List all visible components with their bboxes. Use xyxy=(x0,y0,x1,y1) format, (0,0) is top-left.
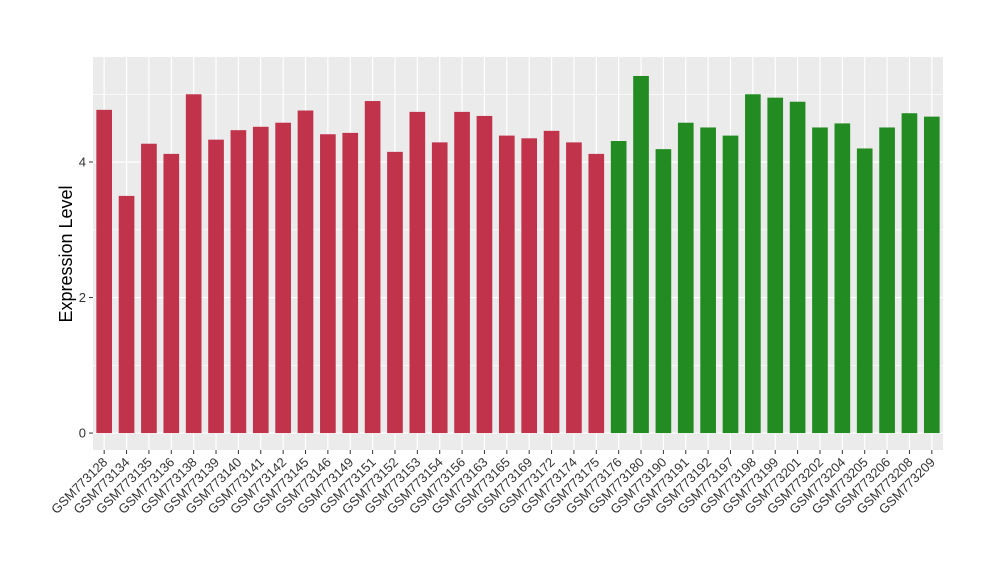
bar-GSM773197 xyxy=(722,135,739,434)
x-axis: GSM773128GSM773134GSM773135GSM773136GSM7… xyxy=(48,450,938,517)
bar-GSM773169 xyxy=(521,138,538,434)
y-tick-label: 2 xyxy=(79,290,86,305)
bar-GSM773152 xyxy=(387,151,403,434)
y-axis-title: Expression Level xyxy=(56,185,76,322)
bar-GSM773134 xyxy=(118,195,135,434)
bar-GSM773141 xyxy=(252,126,269,434)
bar-GSM773135 xyxy=(141,143,157,434)
bar-GSM773198 xyxy=(745,94,761,434)
bar-GSM773191 xyxy=(677,122,694,434)
bar-GSM773154 xyxy=(431,142,448,434)
bar-GSM773163 xyxy=(476,115,493,434)
y-tick-label: 4 xyxy=(79,155,86,170)
bar-GSM773165 xyxy=(498,135,515,434)
bar-GSM773202 xyxy=(812,127,828,434)
bar-GSM773205 xyxy=(856,148,873,434)
bar-GSM773139 xyxy=(208,139,224,434)
bar-GSM773201 xyxy=(789,101,806,434)
bar-GSM773199 xyxy=(767,97,784,434)
bar-GSM773206 xyxy=(879,127,895,434)
bar-GSM773151 xyxy=(364,101,381,434)
bar-GSM773145 xyxy=(297,110,314,434)
bar-GSM773146 xyxy=(320,134,336,434)
bar-GSM773174 xyxy=(566,142,582,434)
y-tick-label: 0 xyxy=(79,426,86,441)
bar-GSM773153 xyxy=(409,111,426,434)
bar-GSM773156 xyxy=(454,111,470,434)
bar-GSM773149 xyxy=(342,132,359,434)
bar-GSM773204 xyxy=(834,123,851,434)
y-axis: 0 2 4 xyxy=(79,155,93,441)
bar-GSM773190 xyxy=(655,149,672,434)
bar-GSM773172 xyxy=(543,130,560,434)
bar-GSM773128 xyxy=(96,109,113,434)
bar-GSM773176 xyxy=(610,141,627,434)
bar-GSM773140 xyxy=(230,130,247,434)
bar-GSM773138 xyxy=(185,94,202,434)
bar-GSM773192 xyxy=(700,127,716,434)
bar-GSM773136 xyxy=(163,153,180,434)
bar-GSM773208 xyxy=(901,113,918,434)
bar-GSM773209 xyxy=(923,116,940,434)
bar-GSM773175 xyxy=(588,153,605,434)
bar-GSM773142 xyxy=(275,122,291,434)
bar-GSM773180 xyxy=(633,75,649,434)
bars xyxy=(96,75,940,434)
